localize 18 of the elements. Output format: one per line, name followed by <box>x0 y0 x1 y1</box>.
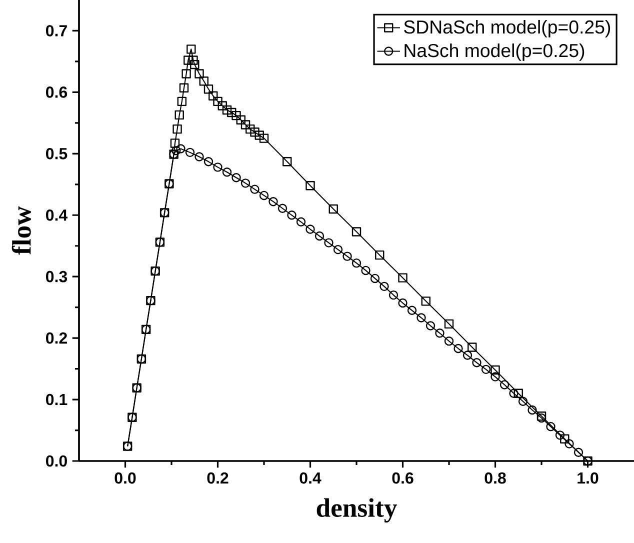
y-tick-label: 0.2 <box>46 332 67 344</box>
x-axis-title: density <box>316 498 397 522</box>
y-tick-label: 0.6 <box>46 86 68 98</box>
legend-label: NaSch model(p=0.25) <box>404 43 584 61</box>
y-tick-label: 0.1 <box>46 394 68 406</box>
y-tick-label: 0.5 <box>46 148 68 160</box>
x-tick-label: 1.0 <box>578 472 598 484</box>
x-tick-label: 0.2 <box>207 472 228 484</box>
y-axis-title: flow <box>12 206 31 255</box>
x-tick-label: 0.8 <box>484 472 506 484</box>
legend-label: SDNaSch model(p=0.25) <box>404 20 610 38</box>
y-tick-label: 0.7 <box>46 25 67 36</box>
x-tick-label: 0.0 <box>114 472 136 484</box>
y-tick-label: 0.4 <box>46 209 68 221</box>
y-tick-label: 0.3 <box>46 270 68 282</box>
y-tick-label: 0.0 <box>46 455 67 467</box>
x-tick-label: 0.6 <box>392 472 414 484</box>
x-tick-label: 0.4 <box>300 472 322 484</box>
